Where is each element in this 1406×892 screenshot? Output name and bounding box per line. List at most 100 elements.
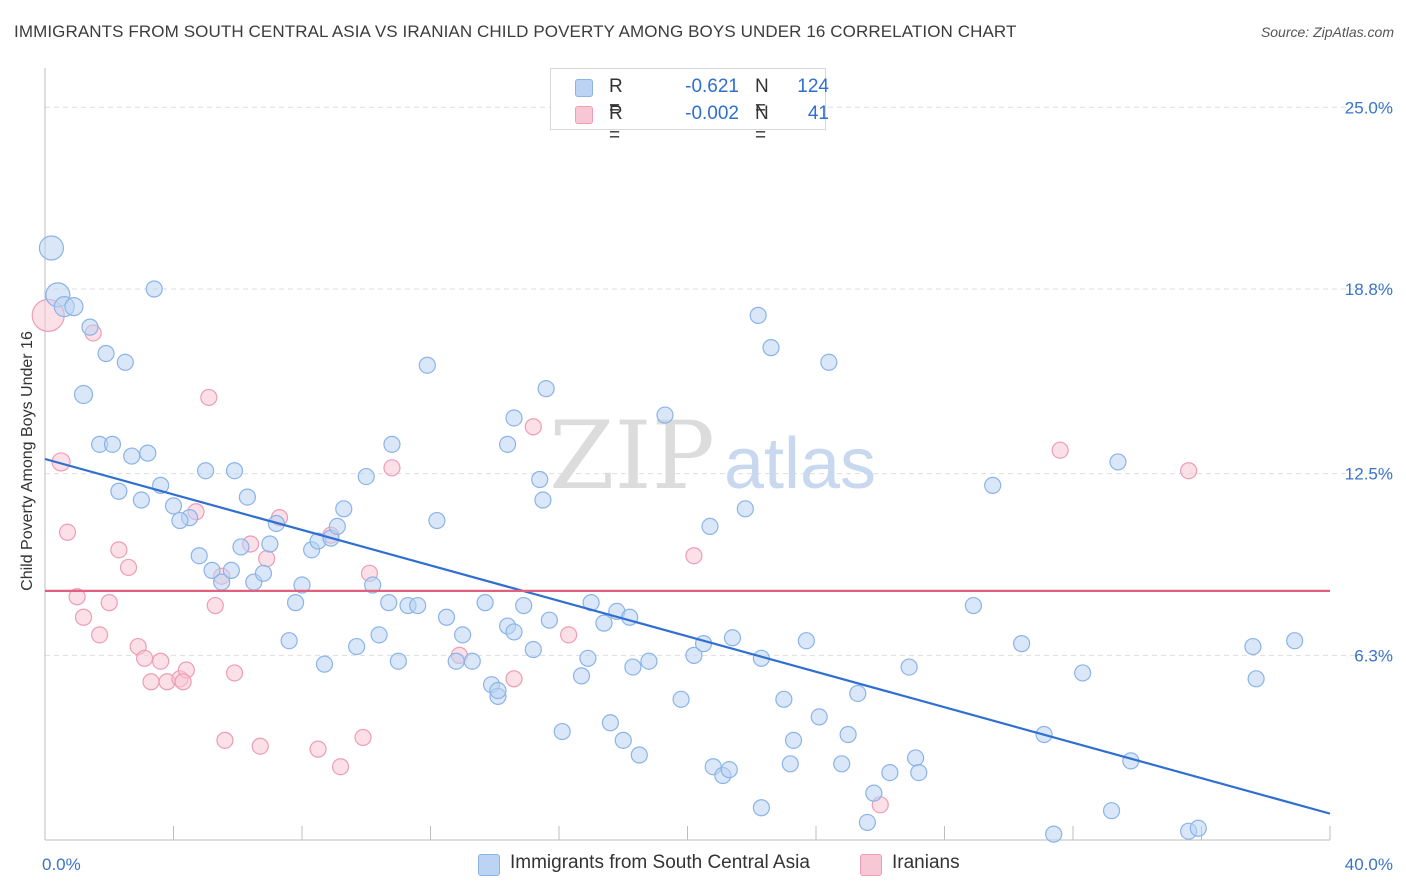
iranians-point [58, 523, 77, 541]
south-central-asia-point [370, 626, 388, 644]
south-central-asia-point [572, 667, 591, 685]
iranians-point [505, 670, 523, 688]
iranians-point [309, 740, 327, 758]
south-central-asia-point [672, 690, 690, 708]
axes [44, 68, 1331, 841]
south-central-asia-point [293, 576, 311, 594]
south-central-asia-point [505, 623, 523, 641]
south-central-asia-point [820, 353, 838, 371]
iranians-point [216, 731, 234, 749]
south-central-asia-point [515, 596, 533, 615]
iranians-point [251, 737, 269, 755]
south-central-asia-point [383, 435, 401, 453]
iranians-point [331, 758, 350, 776]
grid-lines [45, 106, 1392, 656]
south-central-asia-point [900, 658, 918, 676]
watermark-atlas: atlas [724, 424, 876, 504]
y-tick-label: 25.0% [1345, 98, 1393, 117]
iranians-point [100, 594, 118, 612]
south-central-asia-point [463, 652, 481, 670]
y-tick-label: 18.8% [1345, 280, 1393, 299]
iranians-point [206, 596, 224, 615]
south-central-asia-point [601, 714, 620, 732]
south-central-asia-point [1102, 802, 1121, 820]
bottom-legend-label: Iranians [892, 852, 960, 873]
south-central-asia-point [720, 761, 738, 779]
south-central-asia-point [335, 500, 353, 518]
south-central-asia-point [171, 511, 189, 530]
r-value: -0.002 [685, 103, 739, 124]
south-central-asia-point [428, 511, 446, 530]
iranians-point [1051, 441, 1069, 459]
south-central-asia-point [81, 318, 99, 336]
south-central-asia-point [103, 435, 122, 453]
south-central-asia-point [906, 749, 925, 767]
south-central-asia-point [238, 488, 256, 506]
iranians-point [1180, 462, 1198, 480]
south-central-asia-point [139, 444, 157, 462]
south-central-asia-point [190, 547, 208, 565]
south-central-asia-point [116, 353, 134, 371]
south-central-asia-point [797, 632, 815, 650]
south-central-asia-point [1045, 825, 1063, 843]
south-central-asia-point [380, 594, 398, 612]
south-central-asia-point [315, 655, 334, 673]
y-tick-label: 12.5% [1345, 465, 1393, 484]
south-central-asia-point [984, 476, 1002, 494]
south-central-asia-point [280, 632, 298, 650]
south-central-asia-point [447, 652, 465, 670]
south-central-asia-point [476, 594, 494, 612]
r-label: R = [609, 76, 623, 119]
south-central-asia-point [595, 614, 613, 632]
south-central-asia-point [723, 629, 742, 647]
iranians-point [135, 649, 154, 667]
south-central-asia-point [437, 608, 456, 626]
r-label: R = [609, 103, 623, 146]
south-central-asia-point [357, 467, 375, 486]
correlation-legend: R = -0.621 N = 124 R = -0.002 N = 41 [550, 68, 829, 146]
south-central-asia-point [833, 755, 851, 773]
south-central-asia-point [328, 517, 346, 536]
south-central-asia-point [656, 406, 674, 424]
south-central-asia-point [1286, 632, 1304, 650]
r-value: -0.621 [685, 76, 739, 97]
south-central-asia-point [123, 447, 141, 465]
south-central-asia-point [762, 339, 780, 357]
south-central-asia-point [531, 470, 549, 489]
south-central-asia-point [1109, 453, 1127, 471]
iranians-point [119, 558, 138, 577]
south-central-asia-point [286, 594, 305, 612]
south-central-asia-points [38, 235, 1304, 843]
south-central-asia-point [865, 784, 883, 802]
south-central-asia-point [537, 380, 555, 398]
south-central-asia-point [254, 564, 273, 582]
south-central-asia-point [736, 500, 754, 518]
south-central-asia-point [910, 763, 928, 782]
south-central-asia-point [418, 356, 436, 374]
south-central-asia-point [858, 813, 877, 832]
bottom-legend-label: Immigrants from South Central Asia [510, 852, 810, 873]
south-central-asia-point [222, 561, 240, 579]
south-central-asia-point [505, 409, 523, 427]
south-central-asia-point [810, 708, 828, 726]
south-central-asia-point [145, 280, 163, 298]
y-axis-label: Child Poverty Among Boys Under 16 [19, 331, 36, 591]
south-central-asia-point [1189, 819, 1207, 837]
south-central-asia-point [624, 658, 642, 676]
south-central-asia-point [775, 690, 793, 708]
south-central-asia-point [752, 799, 770, 817]
south-central-asia-point [197, 462, 215, 480]
south-central-asia-point [409, 596, 427, 615]
south-central-asia-point [540, 611, 558, 629]
south-central-asia-point [38, 235, 65, 261]
south-central-asia-point [964, 596, 983, 615]
south-central-asia-point [454, 626, 472, 644]
south-central-asia-point [839, 725, 857, 744]
n-value: 124 [797, 76, 829, 97]
iranians-point [685, 547, 703, 565]
south-central-asia-point [225, 462, 244, 480]
south-central-asia-point [524, 640, 542, 659]
south-central-asia-point [232, 538, 250, 556]
iranians-point [91, 626, 109, 644]
south-central-asia-point [701, 517, 719, 536]
